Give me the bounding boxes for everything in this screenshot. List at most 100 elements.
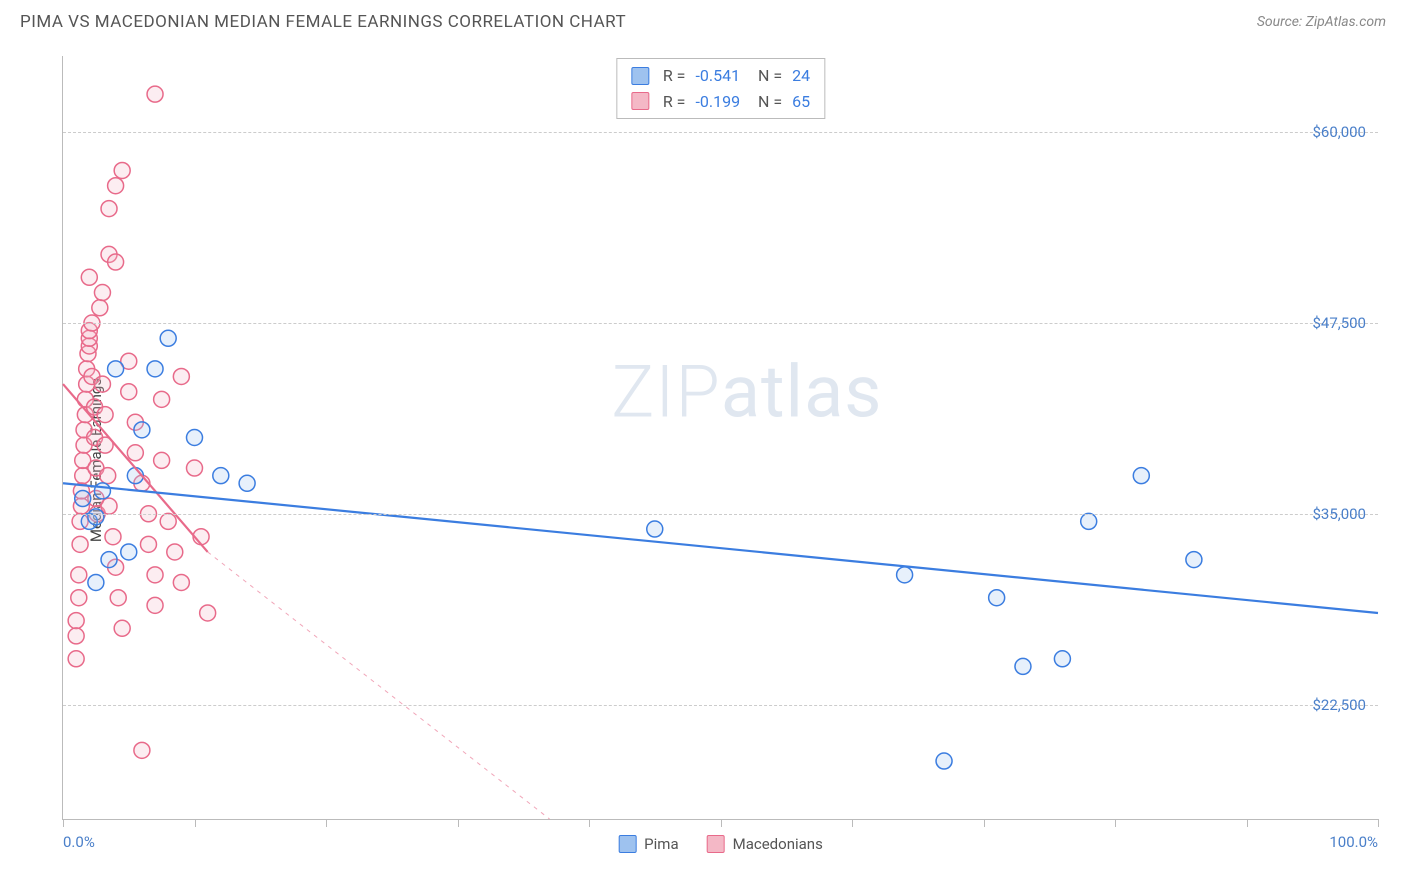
- scatter-point: [173, 368, 189, 384]
- scatter-point: [173, 574, 189, 590]
- scatter-point: [100, 468, 116, 484]
- legend-label: Pima: [644, 835, 678, 853]
- chart-title: PIMA VS MACEDONIAN MEDIAN FEMALE EARNING…: [20, 12, 626, 32]
- x-tick: [1378, 819, 1379, 827]
- scatter-point: [92, 300, 108, 316]
- scatter-point: [200, 605, 216, 621]
- scatter-point: [147, 597, 163, 613]
- stats-row: R =-0.541 N =24: [631, 63, 810, 89]
- x-axis-label: 100.0%: [1329, 833, 1378, 851]
- scatter-point: [72, 536, 88, 552]
- trend-line: [63, 483, 1378, 613]
- scatter-point: [147, 361, 163, 377]
- stats-swatch: [631, 92, 649, 110]
- chart-container: Median Female Earnings ZIPatlas R =-0.54…: [20, 48, 1386, 872]
- stats-swatch: [631, 67, 649, 85]
- x-tick: [1115, 819, 1116, 827]
- legend-swatch: [618, 835, 636, 853]
- scatter-point: [114, 162, 130, 178]
- gridline-h: [63, 132, 1378, 133]
- gridline-h: [63, 705, 1378, 706]
- x-tick: [721, 819, 722, 827]
- scatter-point: [114, 620, 130, 636]
- stats-r-label: R =: [663, 63, 686, 89]
- y-tick-label: $35,000: [1312, 505, 1366, 523]
- gridline-h: [63, 323, 1378, 324]
- scatter-point: [97, 407, 113, 423]
- stats-row: R = -0.199 N = 65: [631, 89, 810, 115]
- scatter-point: [101, 201, 117, 217]
- scatter-point: [147, 86, 163, 102]
- x-tick: [984, 819, 985, 827]
- scatter-point: [647, 521, 663, 537]
- scatter-point: [239, 475, 255, 491]
- stats-legend-box: R =-0.541 N =24R =-0.199 N =65: [616, 58, 825, 119]
- scatter-point: [187, 460, 203, 476]
- scatter-point: [121, 544, 137, 560]
- scatter-point: [71, 590, 87, 606]
- gridline-h: [63, 514, 1378, 515]
- scatter-point: [160, 330, 176, 346]
- scatter-point: [154, 391, 170, 407]
- trend-line-dashed: [208, 552, 550, 819]
- x-tick: [589, 819, 590, 827]
- scatter-point: [160, 513, 176, 529]
- scatter-point: [134, 422, 150, 438]
- scatter-point: [75, 491, 91, 507]
- legend-bottom: Pima Macedonians: [618, 835, 823, 853]
- x-tick: [852, 819, 853, 827]
- x-tick: [458, 819, 459, 827]
- scatter-point: [68, 628, 84, 644]
- scatter-point: [167, 544, 183, 560]
- y-tick-label: $47,500: [1312, 314, 1366, 332]
- scatter-point: [105, 529, 121, 545]
- scatter-point: [1081, 513, 1097, 529]
- x-tick: [326, 819, 327, 827]
- plot-area: ZIPatlas R =-0.541 N =24R =-0.199 N =65 …: [62, 56, 1378, 820]
- scatter-point: [127, 445, 143, 461]
- scatter-point: [936, 753, 952, 769]
- stats-r-value: -0.199: [695, 89, 740, 115]
- scatter-point: [213, 468, 229, 484]
- scatter-point: [88, 509, 104, 525]
- scatter-point: [897, 567, 913, 583]
- scatter-point: [1186, 552, 1202, 568]
- y-tick-label: $60,000: [1312, 123, 1366, 141]
- scatter-point: [94, 376, 110, 392]
- legend-swatch: [707, 835, 725, 853]
- scatter-point: [1015, 658, 1031, 674]
- scatter-point: [1054, 651, 1070, 667]
- scatter-point: [71, 567, 87, 583]
- scatter-point: [140, 536, 156, 552]
- scatter-point: [108, 254, 124, 270]
- scatter-point: [94, 483, 110, 499]
- legend-item: Pima: [618, 835, 678, 853]
- stats-n-value: 65: [792, 89, 810, 115]
- scatter-point: [1133, 468, 1149, 484]
- stats-n-label: N =: [750, 89, 782, 115]
- scatter-point: [94, 285, 110, 301]
- source-attribution: Source: ZipAtlas.com: [1257, 14, 1386, 30]
- scatter-point: [147, 567, 163, 583]
- scatter-point: [81, 269, 97, 285]
- scatter-point: [187, 430, 203, 446]
- scatter-point: [108, 361, 124, 377]
- scatter-point: [121, 384, 137, 400]
- stats-r-value: -0.541: [695, 63, 740, 89]
- y-tick-label: $22,500: [1312, 696, 1366, 714]
- scatter-point: [989, 590, 1005, 606]
- scatter-point: [101, 552, 117, 568]
- scatter-point: [88, 574, 104, 590]
- legend-item: Macedonians: [707, 835, 823, 853]
- stats-n-label: N =: [750, 63, 782, 89]
- scatter-point: [68, 651, 84, 667]
- x-axis-label: 0.0%: [63, 833, 95, 851]
- scatter-point: [134, 742, 150, 758]
- scatter-point: [108, 178, 124, 194]
- x-tick: [1247, 819, 1248, 827]
- scatter-point: [110, 590, 126, 606]
- legend-label: Macedonians: [733, 835, 823, 853]
- scatter-point: [68, 613, 84, 629]
- scatter-point: [154, 452, 170, 468]
- stats-r-label: R =: [663, 89, 686, 115]
